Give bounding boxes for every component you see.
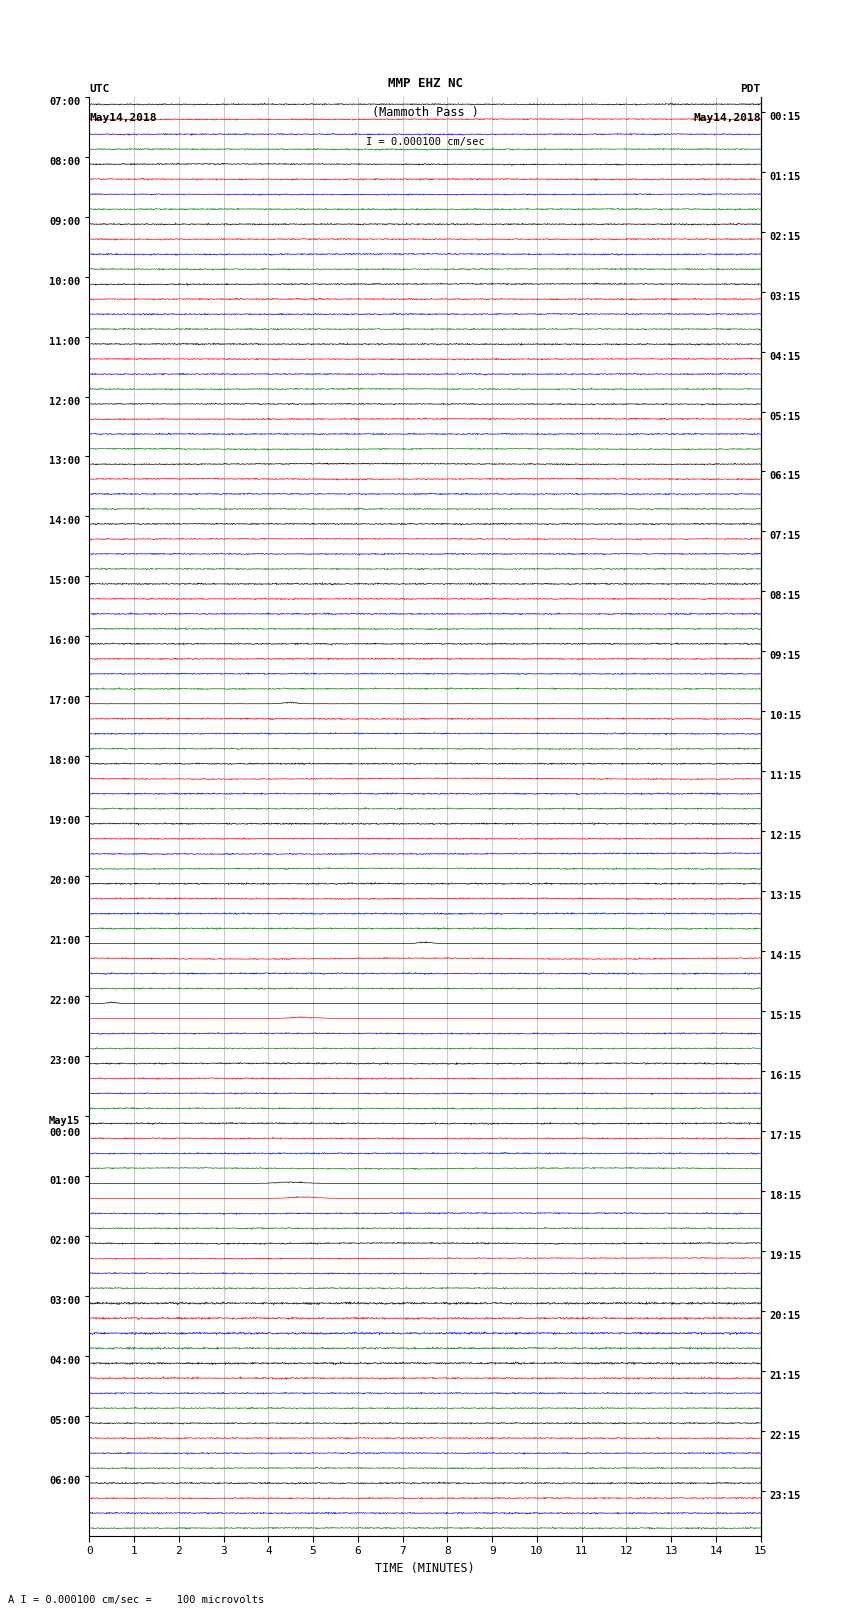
Text: I = 0.000100 cm/sec: I = 0.000100 cm/sec [366,137,484,147]
X-axis label: TIME (MINUTES): TIME (MINUTES) [375,1561,475,1574]
Text: MMP EHZ NC: MMP EHZ NC [388,77,462,90]
Text: A I = 0.000100 cm/sec =    100 microvolts: A I = 0.000100 cm/sec = 100 microvolts [8,1595,264,1605]
Text: May14,2018: May14,2018 [694,113,761,123]
Text: UTC: UTC [89,84,110,94]
Text: PDT: PDT [740,84,761,94]
Text: (Mammoth Pass ): (Mammoth Pass ) [371,106,479,119]
Text: May14,2018: May14,2018 [89,113,156,123]
